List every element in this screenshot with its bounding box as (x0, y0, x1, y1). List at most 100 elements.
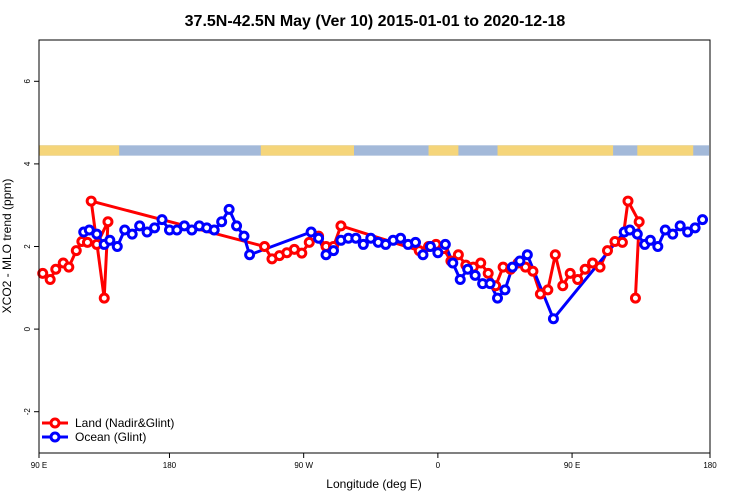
series-1-point-52 (514, 255, 526, 267)
series-0-point-48 (601, 245, 613, 257)
series-0-point-28 (452, 249, 464, 261)
series-0-point-11 (85, 195, 97, 207)
series-1-point-4 (104, 234, 116, 246)
series-1-point-27 (327, 245, 339, 257)
series-1-point-41 (432, 247, 444, 259)
series-0-point-43 (564, 267, 576, 279)
series-0-point-47 (594, 261, 606, 273)
series-1-point-62 (667, 228, 679, 240)
series-1-point-49 (492, 292, 504, 304)
series-1-point-66 (697, 214, 709, 226)
series-1-point-8 (134, 220, 146, 232)
legend: Land (Nadir&Glint) Ocean (Glint) (42, 416, 174, 444)
series-1-point-20 (223, 203, 235, 215)
legend-ocean-marker (49, 431, 61, 443)
series-1-point-45 (462, 263, 474, 275)
x-tick-label-1: 180 (163, 461, 177, 470)
series-1-point-36 (395, 232, 407, 244)
series-0-point-18 (303, 236, 315, 248)
series-0-point-22 (335, 220, 347, 232)
y-axis-label: XCO2 - MLO trend (ppm) (0, 179, 14, 314)
series-1-point-18 (208, 224, 220, 236)
series-1-point-24 (305, 226, 317, 238)
series-0-point-32 (482, 267, 494, 279)
x-tick-label-5: 180 (703, 461, 717, 470)
series-0-point-42 (557, 280, 569, 292)
series-1-point-60 (652, 241, 664, 252)
series-1-point-21 (231, 220, 243, 232)
series-0-point-44 (572, 274, 584, 286)
series-0-point-1 (44, 274, 56, 286)
x-tick-label-0: 90 E (31, 461, 47, 470)
y-tick-label-2: 2 (23, 244, 32, 249)
series-0-point-52 (633, 216, 645, 228)
series-1-point-65 (689, 222, 701, 234)
series-0-point-38 (527, 265, 539, 277)
series-1-point-54 (547, 313, 559, 325)
series-1-point-5 (111, 241, 123, 252)
series-1-point-48 (484, 278, 496, 290)
series-1-point-19 (216, 216, 228, 228)
series-0-point-0 (37, 267, 49, 279)
series-1-point-43 (447, 257, 459, 269)
series-1-point-31 (357, 238, 369, 250)
series-1-point-50 (499, 284, 511, 296)
land-sea-strip (39, 145, 709, 156)
x-tick-label-3: 0 (436, 461, 441, 470)
series-1-point-51 (506, 261, 518, 273)
series-1-point-59 (644, 234, 656, 246)
legend-ocean-label: Ocean (Glint) (75, 430, 146, 444)
series-1-point-57 (631, 228, 643, 240)
series-1-point-53 (521, 249, 533, 261)
series-0-point-5 (70, 245, 82, 257)
series-1-point-42 (439, 238, 451, 250)
series-0-point-31 (475, 257, 487, 269)
series-0-point-9 (102, 216, 114, 228)
series-1-point-10 (149, 222, 161, 234)
legend-land-label: Land (Nadir&Glint) (75, 416, 174, 430)
series-line-0 (41, 199, 641, 300)
x-tick-label-2: 90 W (294, 461, 313, 470)
series-1-point-46 (469, 269, 481, 281)
land-band-0 (39, 145, 120, 156)
legend-land-marker (49, 417, 61, 429)
series-1-point-22 (238, 230, 250, 242)
land-band-1 (260, 145, 354, 156)
y-tick-label-3: 4 (23, 161, 32, 166)
series-0-point-40 (542, 284, 554, 296)
series-1-point-25 (313, 232, 325, 244)
series-1-point-40 (424, 241, 436, 252)
series-1-point-11 (156, 214, 168, 226)
y-tick-label-0: -2 (23, 408, 32, 416)
series-1-point-44 (454, 274, 466, 286)
series-0-point-41 (549, 249, 561, 261)
series-0-point-12 (259, 241, 271, 252)
series-0-point-10 (98, 292, 110, 304)
series-1-point-23 (244, 249, 256, 261)
series-layer (37, 195, 709, 325)
x-axis-label: Longitude (deg E) (326, 477, 421, 491)
chart-title: 37.5N-42.5N May (Ver 10) 2015-01-01 to 2… (185, 13, 566, 30)
land-band-4 (637, 145, 694, 156)
x-tick-label-4: 90 E (564, 461, 580, 470)
land-band-3 (497, 145, 614, 156)
series-1-point-2 (91, 228, 103, 240)
series-0-point-17 (296, 247, 308, 259)
land-band-2 (428, 145, 459, 156)
series-0-point-45 (579, 263, 591, 275)
series-0-point-53 (629, 292, 641, 304)
series-0-point-51 (622, 195, 634, 207)
y-tick-label-4: 6 (23, 79, 32, 84)
series-0-point-7 (81, 236, 93, 248)
series-1-point-63 (674, 220, 686, 232)
series-1-point-7 (126, 228, 138, 240)
series-1-point-38 (410, 236, 422, 248)
axes: 90 E 180 90 W 0 90 E 180 -2 0 2 4 6 (23, 79, 717, 470)
ocean-band (40, 145, 709, 156)
series-1-point-30 (350, 232, 362, 244)
y-tick-label-1: 0 (23, 326, 32, 331)
series-0-point-4 (63, 261, 75, 273)
series-0-point-2 (50, 263, 62, 275)
series-0-point-50 (616, 236, 628, 248)
